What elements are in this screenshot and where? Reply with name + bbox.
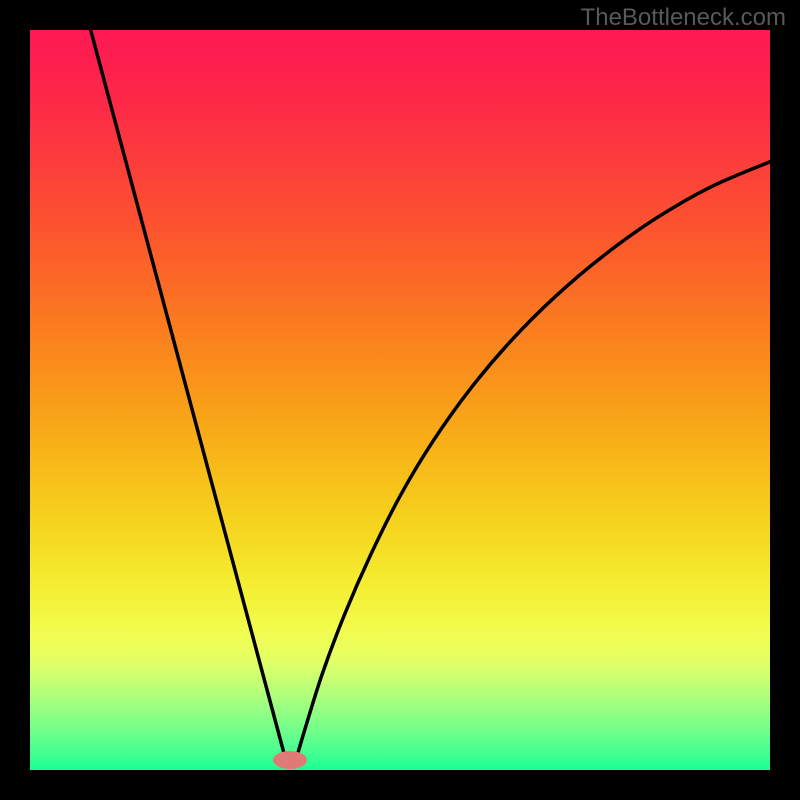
- chart-frame: TheBottleneck.com: [0, 0, 800, 800]
- curve-left: [91, 30, 286, 758]
- watermark-text: TheBottleneck.com: [581, 4, 786, 32]
- curve-layer: [30, 30, 770, 770]
- curve-right: [296, 162, 770, 758]
- plot-area: [30, 30, 770, 770]
- dip-marker: [273, 751, 307, 769]
